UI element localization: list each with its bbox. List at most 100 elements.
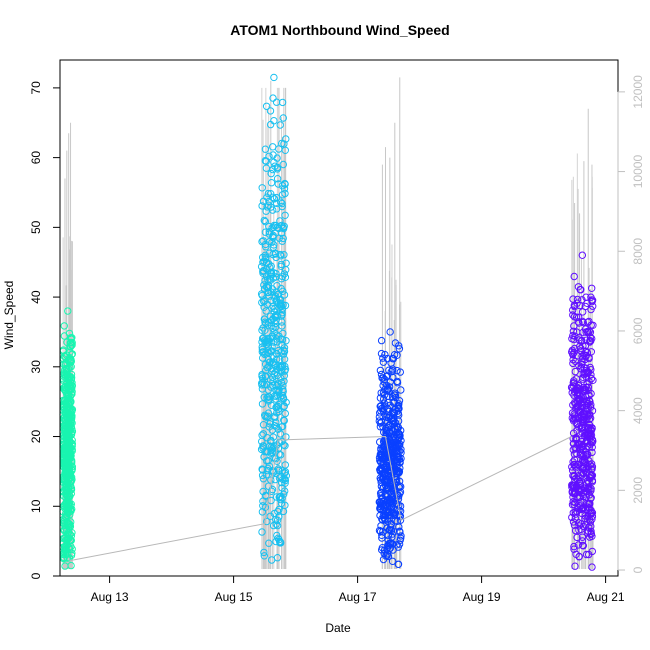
- data-point: [280, 416, 288, 424]
- data-point: [393, 506, 401, 514]
- data-point: [273, 331, 281, 339]
- data-point: [376, 366, 385, 375]
- data-point: [583, 469, 591, 477]
- data-point: [273, 409, 281, 417]
- data-point: [266, 276, 275, 284]
- x-tick-label: Aug 17: [339, 590, 377, 604]
- data-point: [281, 273, 290, 281]
- data-point: [571, 514, 580, 522]
- data-point: [278, 494, 286, 502]
- data-point: [279, 350, 288, 358]
- y2-tick-label: 2000: [631, 477, 645, 504]
- data-point: [387, 359, 395, 367]
- data-point: [380, 447, 388, 455]
- data-point: [571, 367, 579, 376]
- data-point: [267, 203, 275, 211]
- data-point: [260, 548, 268, 557]
- data-point: [269, 250, 277, 259]
- data-point: [281, 301, 290, 310]
- data-point: [587, 389, 595, 398]
- data-point: [583, 348, 592, 357]
- data-point: [269, 193, 277, 202]
- data-point: [277, 221, 286, 230]
- data-point: [382, 478, 390, 486]
- data-point: [578, 415, 586, 424]
- axes-layer: Aug 13 Aug 15 Aug 17 Aug 19 Aug 21 0 10 20 30 40 5…: [29, 75, 645, 604]
- data-point: [389, 355, 398, 363]
- y2-tick-label: 0: [631, 566, 645, 573]
- data-point: [65, 499, 74, 508]
- data-point: [258, 471, 267, 480]
- data-point: [572, 550, 580, 558]
- data-point: [276, 217, 284, 225]
- data-point: [67, 335, 75, 343]
- data-point: [383, 430, 391, 438]
- data-point: [265, 228, 274, 236]
- data-point: [68, 476, 76, 484]
- data-point: [377, 478, 385, 487]
- data-point: [277, 198, 285, 206]
- data-point: [261, 360, 270, 368]
- data-point: [586, 414, 595, 422]
- data-point: [267, 179, 276, 187]
- data-point: [60, 322, 69, 330]
- data-point: [397, 449, 405, 457]
- data-point: [68, 545, 76, 553]
- data-point: [258, 343, 266, 351]
- data-point: [575, 423, 583, 431]
- data-point: [273, 516, 282, 524]
- data-point: [568, 483, 576, 491]
- data-point: [381, 516, 389, 524]
- data-point: [379, 516, 387, 524]
- data-point: [62, 499, 70, 507]
- data-point: [584, 500, 592, 508]
- data-point: [569, 493, 577, 501]
- data-point: [588, 515, 596, 523]
- data-point: [388, 530, 396, 538]
- data-point: [575, 319, 583, 327]
- data-point: [569, 518, 578, 526]
- data-point: [569, 331, 577, 340]
- data-point: [576, 493, 584, 501]
- data-point: [569, 351, 577, 359]
- data-point: [395, 345, 404, 353]
- data-point: [571, 526, 580, 535]
- data-point: [265, 237, 274, 246]
- data-point: [579, 492, 588, 501]
- data-point: [261, 276, 269, 285]
- data-point: [571, 562, 579, 570]
- data-point: [573, 403, 581, 411]
- data-point: [268, 343, 276, 351]
- data-point: [274, 180, 282, 188]
- data-point: [262, 243, 270, 251]
- data-point: [395, 523, 403, 531]
- data-point: [584, 431, 592, 439]
- data-point: [68, 334, 76, 342]
- data-point: [579, 442, 587, 451]
- data-point: [583, 380, 591, 388]
- data-point: [584, 328, 592, 337]
- y-tick-label: 10: [29, 499, 43, 513]
- data-point: [386, 401, 394, 409]
- data-point: [279, 386, 287, 394]
- data-point: [280, 355, 289, 363]
- data-point: [273, 554, 282, 562]
- data-point: [65, 387, 74, 395]
- data-point: [279, 114, 287, 122]
- data-point: [264, 189, 272, 198]
- data-point: [577, 363, 585, 371]
- data-point: [258, 334, 267, 343]
- data-point: [395, 527, 404, 535]
- data-point: [265, 292, 273, 300]
- data-point: [386, 511, 395, 519]
- data-point: [273, 371, 282, 380]
- data-point: [262, 157, 270, 166]
- data-point: [277, 335, 285, 343]
- data-point: [265, 318, 273, 326]
- data-point-max: [270, 73, 278, 82]
- data-point: [582, 550, 591, 559]
- trend-line: [69, 435, 572, 562]
- data-point: [68, 350, 76, 359]
- data-point: [570, 439, 578, 448]
